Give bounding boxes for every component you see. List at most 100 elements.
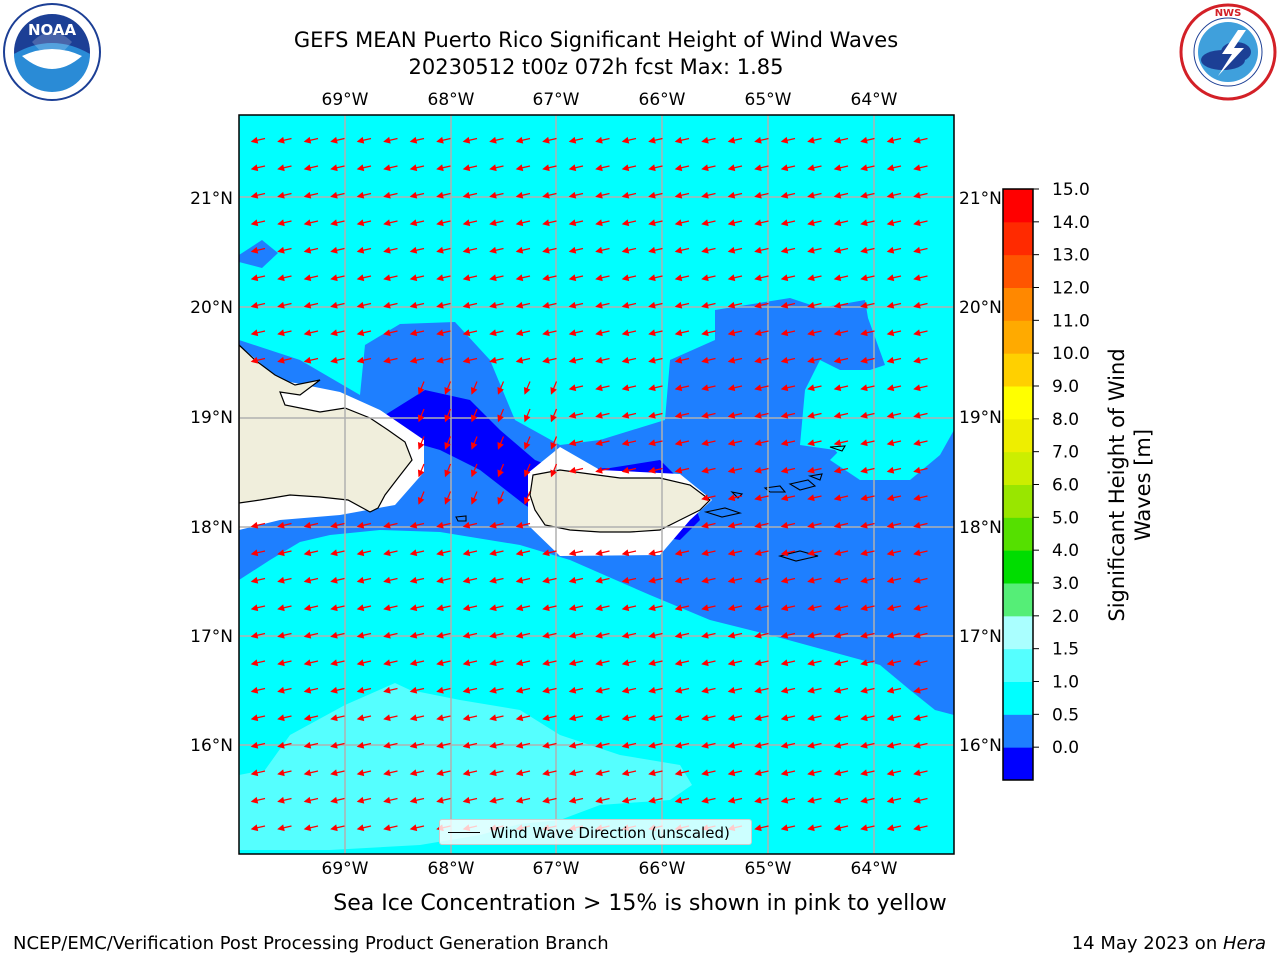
wave-direction-arrowhead (648, 796, 656, 804)
lon-label: 68°W (428, 90, 475, 110)
wave-direction-arrowhead (886, 769, 895, 777)
wave-direction-arrowhead (542, 576, 550, 584)
wave-direction-arrowhead (860, 659, 868, 667)
wave-direction-arrowhead (648, 741, 656, 749)
wave-direction-arrowhead (568, 301, 577, 309)
wave-direction-arrowhead (886, 439, 895, 447)
wave-direction-arrowhead (833, 824, 842, 832)
wave-direction-arrowhead (595, 356, 603, 364)
lon-label: 68°W (428, 859, 475, 879)
wave-direction-arrowhead (303, 164, 312, 172)
lat-label: 20°N (190, 298, 233, 318)
wave-direction-arrowhead (436, 576, 444, 584)
wave-direction-arrowhead (754, 219, 762, 227)
wave-direction-arrowhead (303, 219, 312, 227)
wave-direction-arrowhead (550, 414, 557, 423)
wave-direction-arrowhead (807, 659, 815, 667)
wave-direction-arrowhead (462, 549, 471, 557)
wave-direction-arrowhead (913, 741, 921, 749)
wave-direction-arrowhead (568, 714, 577, 722)
wave-direction-arrowhead (515, 604, 524, 612)
colorbar-ticks: 15.0 14.0 13.0 12.0 11.0 10.0 9.0 8.0 7.0 6.0 5.0 4… (1033, 180, 1090, 758)
wave-direction-arrowhead (462, 631, 471, 639)
colorbar-tick-label: 2.0 (1052, 607, 1079, 627)
wave-direction-arrowhead (462, 576, 471, 584)
wave-direction-arrowhead (250, 769, 259, 777)
wave-direction-arrowhead (595, 549, 603, 557)
wave-direction-arrowhead (648, 549, 656, 557)
wave-direction-arrowhead (886, 741, 895, 749)
wave-direction-arrowhead (807, 411, 815, 419)
wave-direction-arrowhead (330, 576, 338, 584)
wave-direction-arrowhead (621, 384, 630, 392)
wave-direction-arrowhead (886, 494, 895, 502)
wave-direction-arrowhead (674, 274, 683, 282)
wave-direction-arrowhead (621, 411, 630, 419)
colorbar-segment (1003, 189, 1033, 223)
wave-direction-arrowhead (780, 164, 789, 172)
wave-direction-arrowhead (497, 469, 504, 478)
wave-direction-arrowhead (303, 714, 312, 722)
wave-direction-arrowhead (780, 466, 789, 474)
wave-direction-arrowhead (409, 301, 418, 309)
wave-direction-arrowhead (409, 274, 418, 282)
wave-direction-arrowhead (515, 549, 524, 557)
wave-direction-arrowhead (515, 796, 524, 804)
wave-direction-arrowhead (383, 356, 391, 364)
wave-direction-arrowhead (568, 164, 577, 172)
wave-direction-arrowhead (356, 301, 365, 309)
wave-direction-arrowhead (727, 384, 736, 392)
wave-direction-arrowhead (383, 329, 391, 337)
wave-direction-arrowhead (303, 741, 312, 749)
wave-direction-arrowhead (860, 164, 868, 172)
wave-direction-arrowhead (568, 769, 577, 777)
wave-direction-arrowhead (470, 386, 478, 395)
colorbar-segment (1003, 583, 1033, 617)
wave-direction-arrowhead (250, 246, 259, 254)
wave-direction-arrowhead (436, 246, 444, 254)
wave-direction-arrowhead (250, 219, 259, 227)
wave-direction-arrowhead (754, 356, 762, 364)
wave-direction-arrowhead (701, 439, 709, 447)
wave-direction-arrowhead (542, 714, 550, 722)
wave-direction-arrowhead (409, 659, 418, 667)
wave-direction-arrowhead (833, 466, 842, 474)
wave-direction-arrowhead (462, 521, 471, 529)
wave-direction-arrowhead (568, 549, 577, 557)
wave-direction-arrowhead (250, 824, 259, 832)
wave-direction-arrowhead (330, 659, 338, 667)
wave-direction-arrowhead (913, 824, 921, 832)
wave-direction-arrowhead (515, 274, 524, 282)
wave-direction-arrowhead (409, 329, 418, 337)
wave-direction-arrowhead (886, 384, 895, 392)
wave-direction-arrowhead (542, 164, 550, 172)
wave-direction-arrowhead (409, 164, 418, 172)
wave-direction-arrowhead (807, 466, 815, 474)
wave-direction-arrowhead (303, 274, 312, 282)
wave-direction-arrowhead (330, 769, 338, 777)
colorbar-segment (1003, 386, 1033, 420)
wave-direction-arrowhead (409, 686, 418, 694)
wave-direction-arrowhead (780, 246, 789, 254)
wave-direction-arrowhead (303, 356, 312, 364)
wave-direction-arrowhead (674, 466, 683, 474)
wave-direction-arrowhead (515, 631, 524, 639)
wave-direction-arrowhead (754, 741, 762, 749)
wave-direction-arrowhead (621, 604, 630, 612)
lon-label: 66°W (639, 859, 686, 879)
wave-direction-arrowhead (648, 329, 656, 337)
wave-direction-arrowhead (648, 356, 656, 364)
wave-direction-arrowhead (886, 136, 895, 144)
wave-direction-arrowhead (807, 301, 815, 309)
wave-direction-arrowhead (250, 301, 259, 309)
wave-direction-arrowhead (356, 824, 365, 832)
wave-direction-arrowhead (913, 219, 921, 227)
wave-direction-arrowhead (470, 441, 478, 450)
wave-direction-arrowhead (409, 824, 418, 832)
wave-direction-arrowhead (515, 659, 524, 667)
wave-direction-arrowhead (833, 384, 842, 392)
wave-direction-arrowhead (833, 191, 842, 199)
virgin-islands-3 (807, 473, 823, 481)
wave-direction-arrowhead (913, 191, 921, 199)
wave-direction-arrowhead (701, 274, 709, 282)
